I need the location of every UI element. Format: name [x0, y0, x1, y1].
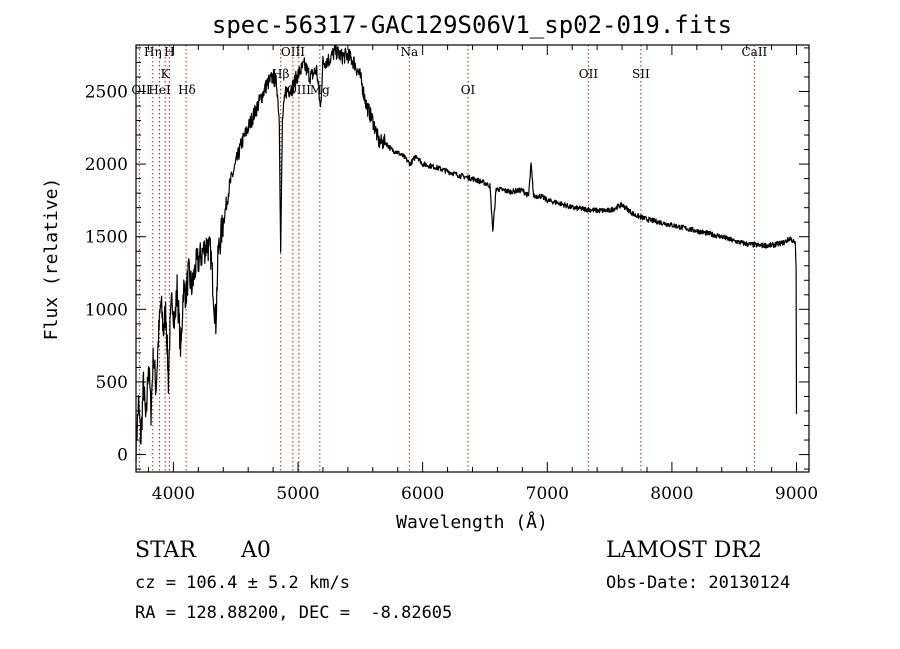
line-marker-label: OII: [579, 67, 599, 81]
object-subclass: A0: [241, 538, 271, 563]
survey-name: LAMOST DR2: [606, 538, 762, 563]
y-tick-label: 1000: [85, 300, 128, 320]
spectrum-line: [135, 44, 798, 462]
line-marker-label: Mg: [310, 83, 330, 97]
redshift-text: cz = 106.4 ± 5.2 km/s: [135, 573, 350, 593]
x-axis-label: Wavelength (Å): [396, 511, 548, 533]
y-tick-label: 2500: [85, 82, 128, 102]
line-marker-label: OIII: [281, 45, 305, 59]
x-tick-label: 5000: [276, 484, 319, 504]
chart-title: spec-56317-GAC129S06V1_sp02-019.fits: [212, 11, 732, 39]
line-marker-label: Hη: [144, 45, 162, 59]
y-tick-label: 0: [117, 446, 128, 466]
x-tick-label: 4000: [152, 484, 195, 504]
line-marker-label: SII: [632, 67, 650, 81]
line-marker-label: OI: [461, 83, 476, 97]
plot-frame: [135, 44, 810, 473]
line-marker-label: H: [164, 45, 174, 59]
line-marker-label: Hδ: [178, 83, 196, 97]
coordinates-text: RA = 128.88200, DEC = -8.82605: [135, 603, 453, 623]
y-axis-label: Flux (relative): [41, 178, 62, 341]
x-tick-label: 7000: [526, 484, 569, 504]
line-marker-label: Na: [400, 45, 418, 59]
y-tick-label: 1500: [85, 228, 128, 248]
line-marker-label: HeI: [148, 83, 171, 97]
line-marker-label: CaII: [741, 45, 767, 59]
line-marker-label: K: [161, 67, 171, 81]
x-tick-label: 9000: [775, 484, 818, 504]
spectral-line-markers: [138, 45, 755, 472]
object-class: STAR: [135, 538, 196, 563]
axis-ticks: 4000 5000 6000 7000 8000 9000 0 500 1000 1500 2000…: [85, 45, 818, 504]
obs-date-text: Obs-Date: 20130124: [606, 573, 791, 593]
x-tick-label: 6000: [401, 484, 444, 504]
x-tick-label: 8000: [650, 484, 693, 504]
y-tick-label: 500: [96, 373, 128, 393]
y-tick-label: 2000: [85, 155, 128, 175]
